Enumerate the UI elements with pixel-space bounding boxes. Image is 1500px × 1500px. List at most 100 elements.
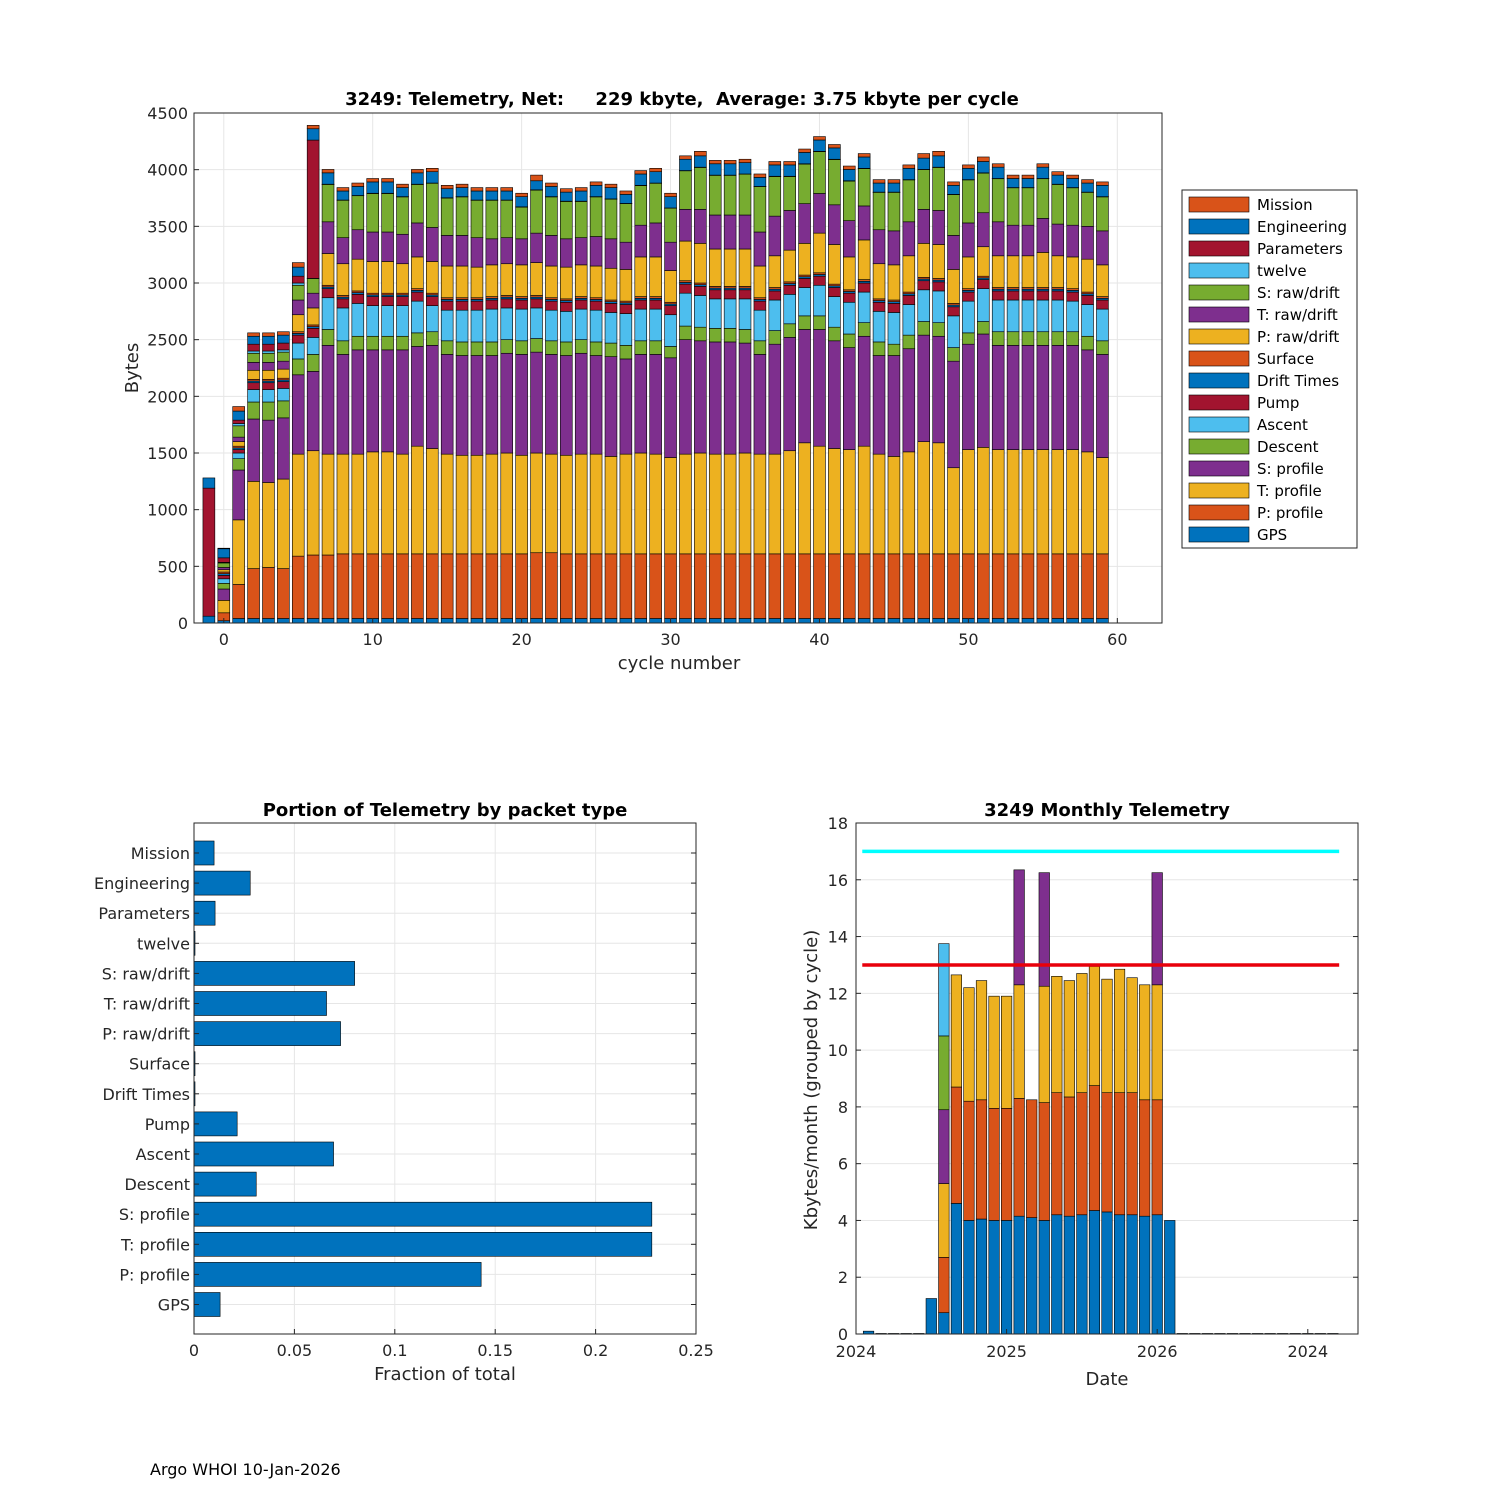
- bar-segment-p-raw-drift: [470, 266, 484, 299]
- bar-segment-pump: [753, 300, 767, 311]
- bar-segment-p-profile: [604, 553, 618, 619]
- bar-segment-descent: [440, 340, 454, 355]
- monthly-ytick-label: 16: [828, 871, 848, 890]
- top-ytick-label: 1000: [147, 501, 188, 520]
- legend-swatch-parameters: [1188, 240, 1250, 257]
- bar-segment-ascent: [366, 305, 379, 337]
- bar-segment-gps: [753, 618, 767, 624]
- bar-segment-mission: [991, 163, 1005, 168]
- bar-segment-p-raw-drift: [560, 266, 573, 300]
- bar-segment-engineering: [991, 166, 1005, 179]
- bar-segment-s-profile: [857, 335, 871, 447]
- bar-segment-ascent: [440, 309, 454, 342]
- legend-label-descent: Descent: [1257, 438, 1319, 456]
- top-ytick-label: 4500: [147, 104, 188, 123]
- bar-segment-mission: [1096, 181, 1109, 186]
- bar-segment-pump: [277, 381, 290, 389]
- bar-segment-p-raw-drift: [783, 249, 796, 283]
- bar-segment-mission: [500, 187, 513, 192]
- bar-segment-parameters: [247, 343, 260, 352]
- monthly-ytick-label: 4: [838, 1211, 848, 1230]
- bar-segment-p-raw-drift: [843, 256, 856, 291]
- bar-segment-mission: [1006, 174, 1020, 179]
- bar-segment-p-profile: [426, 553, 439, 619]
- bar-segment-pump: [1021, 290, 1035, 301]
- bar-segment-descent: [530, 338, 543, 353]
- bar-segment-descent: [798, 315, 811, 330]
- bar-segment-gps: [872, 618, 886, 624]
- bar-segment-p-raw-drift: [455, 265, 469, 299]
- bar-segment-t-profile: [664, 457, 677, 555]
- bar-segment-engineering: [902, 168, 916, 180]
- bar-segment-t-raw-drift: [574, 237, 588, 266]
- monthly-bar-segment-p-profile: [1013, 1098, 1025, 1217]
- bar-segment-s-raw-drift: [321, 184, 335, 223]
- bar-segment-engineering: [485, 190, 499, 201]
- legend-swatch-surface: [1188, 350, 1250, 367]
- bar-segment-ascent: [336, 307, 350, 342]
- bar-segment-t-profile: [232, 519, 245, 585]
- bar-segment-p-raw-drift: [336, 263, 350, 296]
- bar-segment-s-profile: [872, 355, 886, 455]
- monthly-bar-segment-gps: [1076, 1214, 1088, 1335]
- monthly-bar-segment-gps: [1113, 1214, 1126, 1335]
- bar-segment-t-raw-drift: [947, 235, 960, 270]
- bar-segment-p-profile: [247, 568, 260, 619]
- monthly-bar-segment-p-profile: [1151, 1099, 1163, 1216]
- bar-segment-pump: [872, 301, 886, 312]
- bar-segment-ascent: [1066, 300, 1079, 333]
- bar-segment-ascent: [1006, 299, 1020, 333]
- bar-segment-p-profile: [694, 553, 707, 619]
- bar-segment-p-profile: [828, 553, 841, 619]
- bar-segment-descent: [723, 328, 737, 343]
- bar-segment-s-profile: [589, 355, 603, 455]
- bar-segment-t-raw-drift: [1066, 224, 1079, 258]
- bar-segment-gps: [381, 618, 394, 624]
- legend-swatch-t-raw-drift: [1188, 306, 1250, 323]
- portion-by-packet-chart: Portion of Telemetry by packet type 0 0.0…: [94, 800, 714, 1385]
- bar-segment-p-raw-drift: [947, 269, 960, 304]
- bar-segment-s-raw-drift: [291, 284, 305, 301]
- bar-segment-engineering: [932, 155, 945, 168]
- bar-segment-t-profile: [277, 478, 290, 569]
- portion-bar-s-raw-drift: [193, 961, 355, 986]
- bar-segment-gps: [1081, 618, 1094, 624]
- bar-segment-pump: [708, 289, 722, 300]
- bar-segment-descent: [306, 354, 320, 372]
- monthly-bar-segment-gps: [925, 1298, 937, 1335]
- bar-segment-s-raw-drift: [455, 196, 469, 236]
- bar-segment-s-raw-drift: [262, 352, 275, 363]
- bar-segment-ascent: [351, 303, 365, 337]
- monthly-ytick-label: 0: [838, 1325, 848, 1344]
- bar-segment-gps: [649, 618, 662, 624]
- bar-segment-t-profile: [828, 448, 841, 555]
- bar-segment-s-raw-drift: [619, 203, 633, 243]
- bar-segment-p-profile: [485, 553, 499, 619]
- bar-segment-mission: [1036, 163, 1050, 168]
- bar-segment-t-profile: [619, 453, 633, 555]
- bar-segment-pump: [247, 382, 260, 390]
- bar-segment-engineering: [738, 162, 752, 175]
- legend-swatch-ascent: [1188, 416, 1250, 433]
- bar-segment-pump: [515, 299, 528, 310]
- bar-segment-descent: [500, 339, 513, 354]
- bar-segment-s-raw-drift: [798, 163, 811, 204]
- monthly-ytick-label: 6: [838, 1155, 848, 1174]
- bar-segment-descent: [426, 331, 439, 346]
- bar-segment-s-raw-drift: [381, 193, 394, 233]
- bar-segment-s-profile: [843, 347, 856, 450]
- bar-segment-descent: [813, 315, 826, 330]
- monthly-bar-segment-gps: [1063, 1215, 1075, 1335]
- bar-segment-pump: [768, 290, 782, 301]
- bar-segment-mission: [634, 170, 648, 175]
- bar-segment-t-profile: [679, 453, 692, 555]
- bar-segment-engineering: [321, 172, 335, 185]
- monthly-bar-segment-gps: [1013, 1215, 1025, 1335]
- bar-segment-engineering: [694, 155, 707, 168]
- bar-segment-engineering: [664, 196, 677, 209]
- bar-segment-gps: [485, 618, 499, 624]
- bar-segment-s-raw-drift: [306, 278, 320, 294]
- bar-segment-s-profile: [440, 354, 454, 455]
- bar-segment-gps: [455, 618, 469, 624]
- bar-segment-pump: [857, 282, 871, 293]
